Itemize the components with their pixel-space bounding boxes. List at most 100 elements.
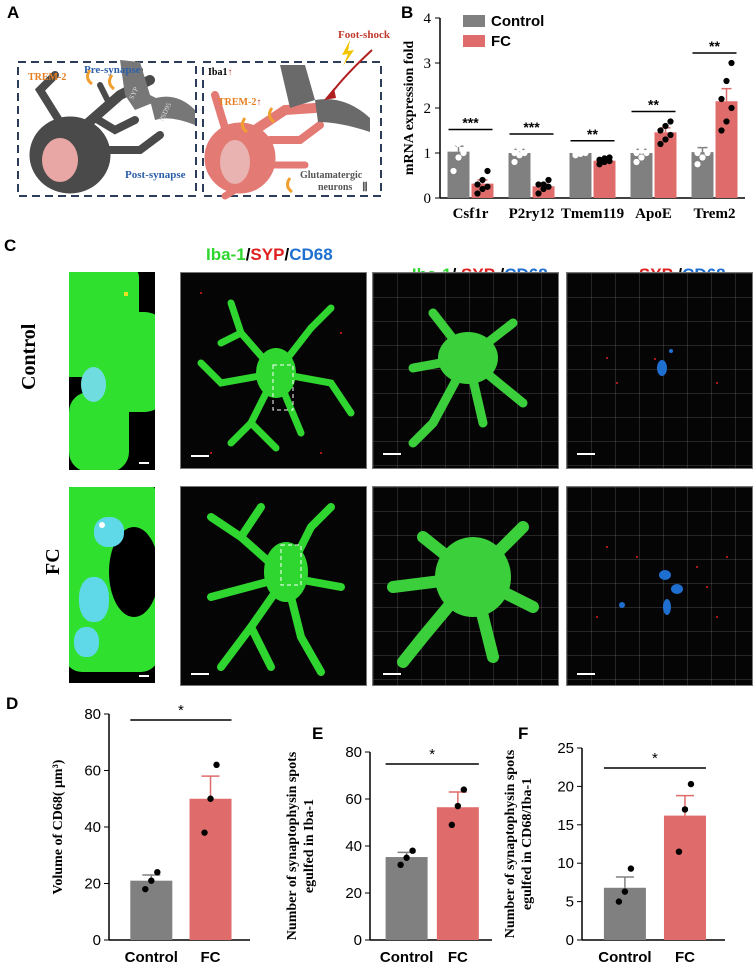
y-tick-label: 80: [84, 706, 101, 723]
data-point: [718, 127, 725, 134]
data-point: [633, 158, 640, 166]
y-axis-label: egulfed in CD68/Iba-1: [520, 778, 535, 910]
data-point: [662, 136, 669, 143]
data-point: [681, 806, 689, 813]
header-1: Iba-1/SYP/CD68: [206, 245, 333, 264]
chart-b: 0 1 2 3 4 mRNA expression fold *** Csf1r *** P2ry…: [402, 11, 745, 222]
trem2-label-right: TREM-2↑: [218, 97, 261, 108]
data-point: [479, 176, 486, 184]
data-point: [582, 147, 589, 154]
data-point: [621, 888, 629, 895]
data-point: [572, 149, 579, 157]
chart-e: 0 20 40 60 80 Number of synaptophysin spots eg…: [285, 744, 492, 966]
category-label: P2ry12: [509, 206, 555, 222]
legend-swatch: [463, 15, 485, 27]
shock-arrow: [329, 49, 373, 96]
data-point: [675, 848, 683, 855]
data-point: [704, 136, 711, 143]
data-point: [460, 136, 467, 143]
y-tick-label: 20: [345, 885, 362, 902]
pre-synapse-shape-right: [280, 65, 315, 108]
bar: [447, 151, 470, 198]
data-point: [521, 140, 528, 148]
data-point: [662, 122, 669, 130]
neurons-mark: Ⅱ: [362, 180, 368, 194]
data-point: [718, 95, 725, 103]
bar: [436, 807, 479, 940]
data-point: [633, 149, 640, 157]
y-tick-label: 60: [345, 791, 362, 808]
control-syp-cd68: [566, 272, 753, 469]
data-point: [213, 761, 220, 769]
panel-a-label: A: [7, 3, 20, 22]
zoom-fc: [69, 487, 155, 683]
data-point: [687, 780, 695, 788]
category-label: ApoE: [635, 206, 672, 222]
data-point: [596, 156, 603, 163]
row-label-fc: FC: [42, 548, 64, 575]
y-tick-label: 1: [424, 146, 432, 162]
y-axis-label: Number of synaptophysin spots: [285, 751, 300, 940]
data-point: [455, 154, 462, 161]
bar: [189, 798, 232, 940]
y-tick-label: 5: [566, 894, 574, 911]
bar: [508, 153, 531, 198]
control-render: [372, 272, 559, 469]
data-point: [699, 140, 706, 148]
data-point: [403, 854, 410, 861]
data-point: [540, 181, 547, 188]
data-point: [545, 176, 552, 184]
lightning-icon: [342, 40, 354, 66]
y-axis-label: Number of synaptophysin spots: [503, 749, 518, 938]
data-point: [516, 152, 523, 159]
data-point: [484, 183, 491, 190]
data-point: [638, 147, 645, 154]
y-tick-label: 40: [84, 819, 101, 836]
bar: [130, 880, 173, 940]
significance-stars: ***: [462, 115, 479, 131]
significance-star: *: [178, 702, 184, 719]
y-tick-label: 2: [424, 101, 432, 117]
foot-shock-label: Foot-shock: [338, 29, 391, 41]
y-tick-label: 40: [345, 838, 362, 855]
data-point: [657, 140, 664, 148]
panel-e-label: E: [312, 724, 324, 743]
pre-synapse-shape: [120, 60, 160, 110]
panel-c-headers: Iba-1/SYP/CD68 Iba-1/ SYP /CD68 SYP /CD6…: [0, 245, 756, 284]
zoom-control: [69, 272, 155, 470]
data-point: [643, 140, 650, 148]
y-tick-label: 10: [557, 855, 574, 872]
category-label: Control: [380, 949, 433, 966]
post-synapse-label: Post-synapse: [125, 169, 186, 181]
data-point: [545, 183, 552, 190]
data-point: [474, 181, 481, 188]
y-tick-label: 3: [424, 56, 432, 72]
data-point: [448, 821, 456, 829]
category-label: Trem2: [694, 206, 736, 222]
data-point: [535, 181, 542, 188]
data-point: [450, 167, 457, 175]
data-point: [627, 865, 635, 872]
bar: [593, 160, 616, 198]
data-point: [454, 802, 462, 810]
data-point: [516, 145, 523, 152]
y-tick-label: 0: [354, 932, 362, 949]
y-tick-label: 0: [566, 932, 574, 949]
y-tick-label: 4: [424, 11, 432, 27]
chart-d: 0 20 40 60 80 Volume of CD68( μm³) Control FC *: [51, 702, 250, 966]
significance-stars: **: [587, 126, 598, 142]
data-point: [643, 149, 650, 157]
data-point: [723, 118, 730, 125]
nucleus: [42, 138, 78, 182]
y-axis-label: mRNA expression fold: [402, 41, 417, 176]
data-point: [728, 59, 735, 67]
y-tick-label: 60: [84, 763, 101, 780]
data-point: [728, 104, 735, 112]
panel-b-label: B: [401, 3, 414, 22]
panel-d-label: D: [6, 694, 19, 713]
fc-render: [372, 486, 559, 686]
control-merge: [180, 272, 367, 469]
nucleus-activated: [220, 140, 250, 184]
bar: [385, 857, 428, 940]
data-point: [667, 131, 674, 139]
